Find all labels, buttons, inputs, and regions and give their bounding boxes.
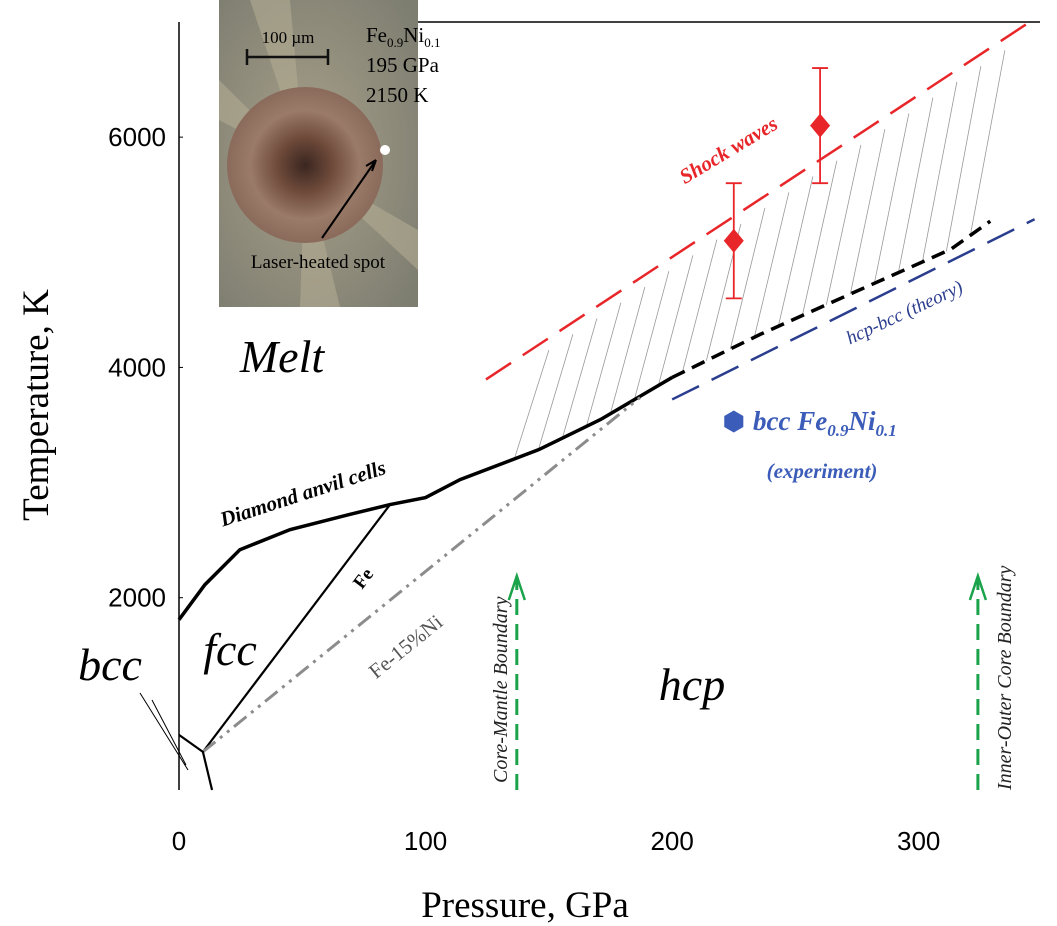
x-tick-label: 200 (650, 826, 693, 856)
phase-label: Melt (239, 331, 326, 382)
x-tick-label: 100 (404, 826, 447, 856)
hatch-line (561, 318, 598, 439)
phase-label: bcc (78, 639, 142, 690)
hatch-line (921, 81, 958, 263)
phase-label: hcp (659, 659, 725, 710)
hatch-line (873, 113, 910, 284)
series-label: Fe (349, 564, 378, 593)
inset-arrow (321, 159, 377, 239)
hatch-line (801, 160, 838, 316)
inset-temperature: 2150 K (366, 83, 428, 107)
composition-part: 0.9 (387, 35, 403, 50)
series-line (178, 733, 214, 791)
x-axis-label: Pressure, GPa (421, 885, 629, 926)
boundary-arrowhead (507, 572, 526, 601)
inset-pressure: 195 GPa (366, 53, 440, 77)
experiment-label: bcc Fe0.9Ni0.1 (753, 406, 897, 440)
phase-label: fcc (203, 624, 257, 675)
hatch-line (969, 50, 1006, 236)
hatch-line (897, 97, 934, 273)
boundary-label: Core-Mantle Boundary (490, 596, 512, 783)
hatch (513, 50, 1006, 460)
scale-bar (245, 49, 330, 65)
series-line (201, 396, 642, 754)
series-line (485, 20, 1031, 381)
experiment-label-part: 0.1 (875, 421, 896, 440)
composition-part: 0.1 (424, 35, 440, 50)
photo-disc (227, 87, 383, 243)
composition-part: Ni (403, 23, 424, 47)
shock-point (723, 228, 744, 253)
series-line (202, 503, 391, 753)
hatch-line (849, 129, 886, 295)
experiment-point (724, 410, 744, 433)
series-line (671, 218, 1036, 401)
inset-photo: 100 µm Fe0.9Ni0.1 195 GPa 2150 K Laser-h… (219, 0, 441, 307)
series-label: Diamond anvil cells (216, 455, 389, 531)
series-label: Shock waves (675, 111, 782, 188)
x-tick-label: 300 (897, 826, 940, 856)
experiment-label-part: Ni (847, 406, 875, 436)
hatch-line (657, 255, 694, 386)
experiment-label-part: bcc Fe (753, 406, 827, 436)
hatch-line (729, 207, 766, 350)
hatch-line (825, 144, 862, 305)
hatch-line (585, 302, 622, 427)
hatch-line (537, 334, 574, 450)
x-tick-label: 0 (172, 826, 186, 856)
y-tick-label: 2000 (108, 583, 166, 613)
bcc-pointer (139, 692, 189, 771)
inset-label: Laser-heated spot (251, 252, 386, 273)
composition: Fe0.9Ni0.1 (366, 23, 441, 50)
hatch-line (513, 349, 550, 460)
y-tick-label: 6000 (108, 122, 166, 152)
y-axis-label: Temperature, K (16, 289, 57, 521)
series-label: Fe-15%Ni (364, 610, 447, 684)
hatch-line (753, 192, 790, 338)
hatch-line (681, 239, 718, 373)
composition-part: Fe (366, 23, 387, 47)
scale-label: 100 µm (262, 28, 315, 47)
hatch-line (945, 66, 982, 252)
photo-wedges (219, 0, 418, 307)
y-tick-label: 4000 (108, 352, 166, 382)
hatch-line (777, 176, 814, 327)
experiment-note: (experiment) (767, 459, 878, 483)
hatch-line (633, 271, 670, 400)
hatch-line (609, 286, 646, 414)
boundary-arrowhead (968, 572, 988, 601)
experiment-label-part: 0.9 (827, 421, 849, 440)
photo-hotspot (380, 145, 390, 155)
boundary-label: Inner-Outer Core Boundary (994, 566, 1016, 791)
shock-point (810, 113, 831, 138)
